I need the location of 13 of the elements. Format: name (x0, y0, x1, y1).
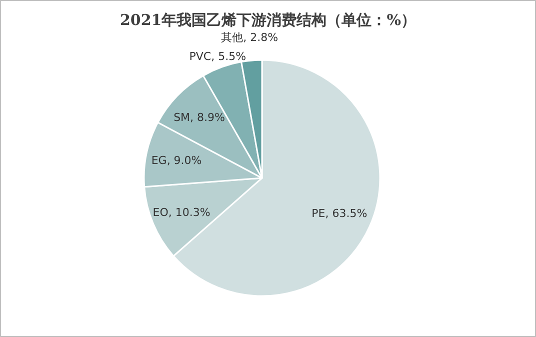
slice-label: PVC (189, 50, 212, 64)
chart-title: 2021年我国乙烯下游消费结构（单位：%） (120, 11, 416, 29)
data-label: , 2.8% (243, 30, 278, 44)
slice-label: EG (151, 154, 167, 168)
data-label: , 10.3% (168, 206, 210, 219)
data-label: , 9.0% (166, 154, 202, 168)
slice-label: SM (174, 111, 190, 124)
slice-label: PE (312, 206, 326, 220)
slice-label: 其他 (221, 30, 244, 44)
data-label: , 63.5% (325, 206, 368, 220)
data-label: , 8.9% (190, 111, 226, 124)
slice-label: EO (152, 206, 169, 219)
data-label: , 5.5% (211, 50, 246, 64)
